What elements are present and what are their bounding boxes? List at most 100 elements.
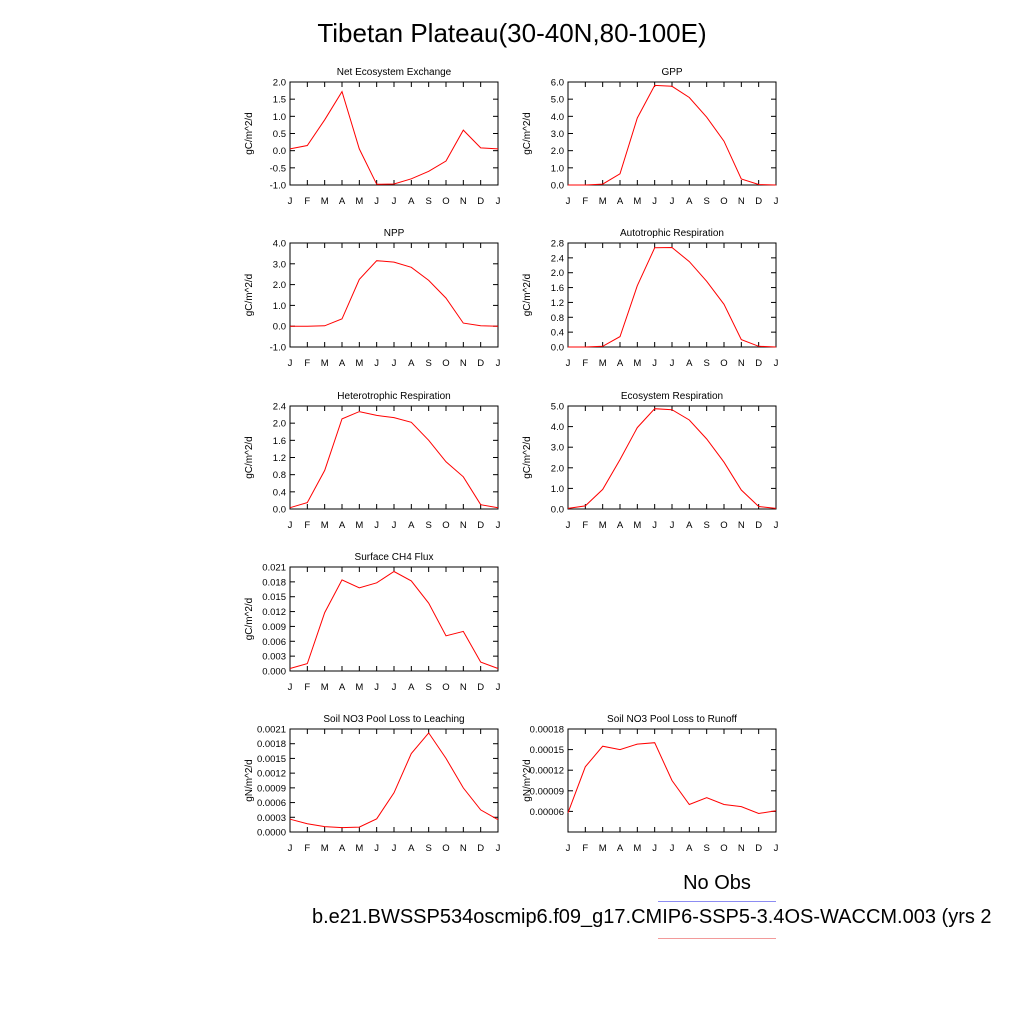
x-tick-label: J xyxy=(566,843,571,854)
plot-frame xyxy=(289,405,499,510)
x-tick-label: D xyxy=(755,358,762,369)
y-tick-label: 0.003 xyxy=(262,652,286,663)
y-tick-label: 5.0 xyxy=(551,402,564,413)
x-tick-label: A xyxy=(408,682,415,693)
x-tick-label: M xyxy=(355,843,363,854)
x-tick-label: A xyxy=(686,196,693,207)
x-tick-label: J xyxy=(288,520,293,531)
y-tick-label: 4.0 xyxy=(551,422,564,433)
y-tick-label: 2.0 xyxy=(551,146,564,157)
x-tick-label: N xyxy=(738,196,745,207)
x-tick-label: J xyxy=(392,682,397,693)
x-tick-label: M xyxy=(355,358,363,369)
x-tick-label: S xyxy=(425,358,431,369)
y-axis-label: gC/m^2/d xyxy=(244,436,255,479)
y-tick-label: 0.8 xyxy=(273,470,286,481)
panel-title: Heterotrophic Respiration xyxy=(337,391,450,402)
x-tick-label: O xyxy=(442,358,449,369)
y-tick-label: 0.0021 xyxy=(257,725,286,736)
x-tick-label: J xyxy=(288,358,293,369)
x-tick-label: S xyxy=(425,682,431,693)
x-tick-label: N xyxy=(460,196,467,207)
y-tick-label: 0.0 xyxy=(273,505,286,516)
y-tick-label: 6.0 xyxy=(551,78,564,89)
x-tick-label: J xyxy=(392,358,397,369)
chart-panel: Surface CH4 Flux gC/m^2/d 0.000 0.003 0.006 0… xyxy=(244,552,501,693)
x-tick-label: A xyxy=(339,358,346,369)
x-tick-label: O xyxy=(720,358,727,369)
y-tick-label: 0.0006 xyxy=(257,798,286,809)
y-tick-label: 0.0015 xyxy=(257,754,286,765)
x-tick-label: A xyxy=(408,358,415,369)
x-tick-label: A xyxy=(617,358,624,369)
x-tick-label: J xyxy=(566,358,571,369)
x-tick-label: D xyxy=(477,358,484,369)
x-tick-label: M xyxy=(321,196,329,207)
plot-frame xyxy=(289,566,499,672)
x-tick-label: F xyxy=(304,520,310,531)
y-tick-label: 0.0009 xyxy=(257,783,286,794)
chart-panel: Heterotrophic Respiration gC/m^2/d 0.0 0.4 0… xyxy=(244,391,501,531)
y-axis-label: gN/m^2/d xyxy=(244,759,255,802)
x-tick-label: J xyxy=(374,520,379,531)
x-tick-label: N xyxy=(738,843,745,854)
y-tick-label: 1.5 xyxy=(273,95,286,106)
x-tick-label: A xyxy=(408,843,415,854)
x-tick-label: F xyxy=(304,196,310,207)
y-tick-label: 2.8 xyxy=(551,239,564,250)
series-line xyxy=(289,90,499,185)
panel-title: Surface CH4 Flux xyxy=(355,552,434,563)
page-title: Tibetan Plateau(30-40N,80-100E) xyxy=(317,18,707,48)
x-tick-label: S xyxy=(425,843,431,854)
x-tick-label: M xyxy=(599,520,607,531)
legend-line-obs xyxy=(658,901,776,902)
x-tick-label: J xyxy=(670,196,675,207)
x-tick-label: J xyxy=(652,843,657,854)
y-tick-label: 2.0 xyxy=(551,268,564,279)
x-tick-label: F xyxy=(582,843,588,854)
x-tick-label: J xyxy=(392,520,397,531)
plot-frame xyxy=(289,728,499,833)
y-tick-label: 2.0 xyxy=(273,78,286,89)
y-tick-label: 1.0 xyxy=(273,301,286,312)
chart-panel: Net Ecosystem Exchange gC/m^2/d -1.0 -0.5 0.… xyxy=(244,67,501,207)
x-tick-label: J xyxy=(374,358,379,369)
series-line xyxy=(568,246,777,348)
x-tick-label: J xyxy=(374,196,379,207)
x-tick-label: M xyxy=(355,520,363,531)
panel-title: GPP xyxy=(661,67,682,78)
x-tick-label: D xyxy=(755,843,762,854)
x-tick-label: F xyxy=(304,358,310,369)
y-tick-label: 1.0 xyxy=(551,484,564,495)
x-tick-label: J xyxy=(670,358,675,369)
x-tick-label: A xyxy=(339,843,346,854)
y-tick-label: 4.0 xyxy=(273,239,286,250)
x-tick-label: J xyxy=(392,196,397,207)
y-tick-label: -1.0 xyxy=(270,343,286,354)
x-tick-label: M xyxy=(321,843,329,854)
chart-panel: Autotrophic Respiration gC/m^2/d 0.0 0.4 0.8… xyxy=(522,228,779,369)
x-tick-label: A xyxy=(339,682,346,693)
x-tick-label: F xyxy=(582,520,588,531)
y-tick-label: 0.0 xyxy=(273,322,286,333)
y-tick-label: 0.021 xyxy=(262,563,286,574)
y-tick-label: 0.0012 xyxy=(257,769,286,780)
y-axis-label: gC/m^2/d xyxy=(522,274,533,317)
series-line xyxy=(289,732,499,829)
x-tick-label: J xyxy=(496,196,501,207)
x-tick-label: O xyxy=(720,843,727,854)
y-tick-label: 0.0 xyxy=(551,343,564,354)
x-tick-label: M xyxy=(321,520,329,531)
y-tick-label: 0.8 xyxy=(551,313,564,324)
y-tick-label: 1.0 xyxy=(551,163,564,174)
y-tick-label: 3.0 xyxy=(551,443,564,454)
y-tick-label: 0.00012 xyxy=(530,766,564,777)
x-tick-label: A xyxy=(617,196,624,207)
y-tick-label: 3.0 xyxy=(551,129,564,140)
x-tick-label: J xyxy=(496,358,501,369)
x-tick-label: M xyxy=(633,196,641,207)
x-tick-label: J xyxy=(774,843,779,854)
x-tick-label: A xyxy=(617,843,624,854)
y-axis-label: gC/m^2/d xyxy=(244,112,255,155)
